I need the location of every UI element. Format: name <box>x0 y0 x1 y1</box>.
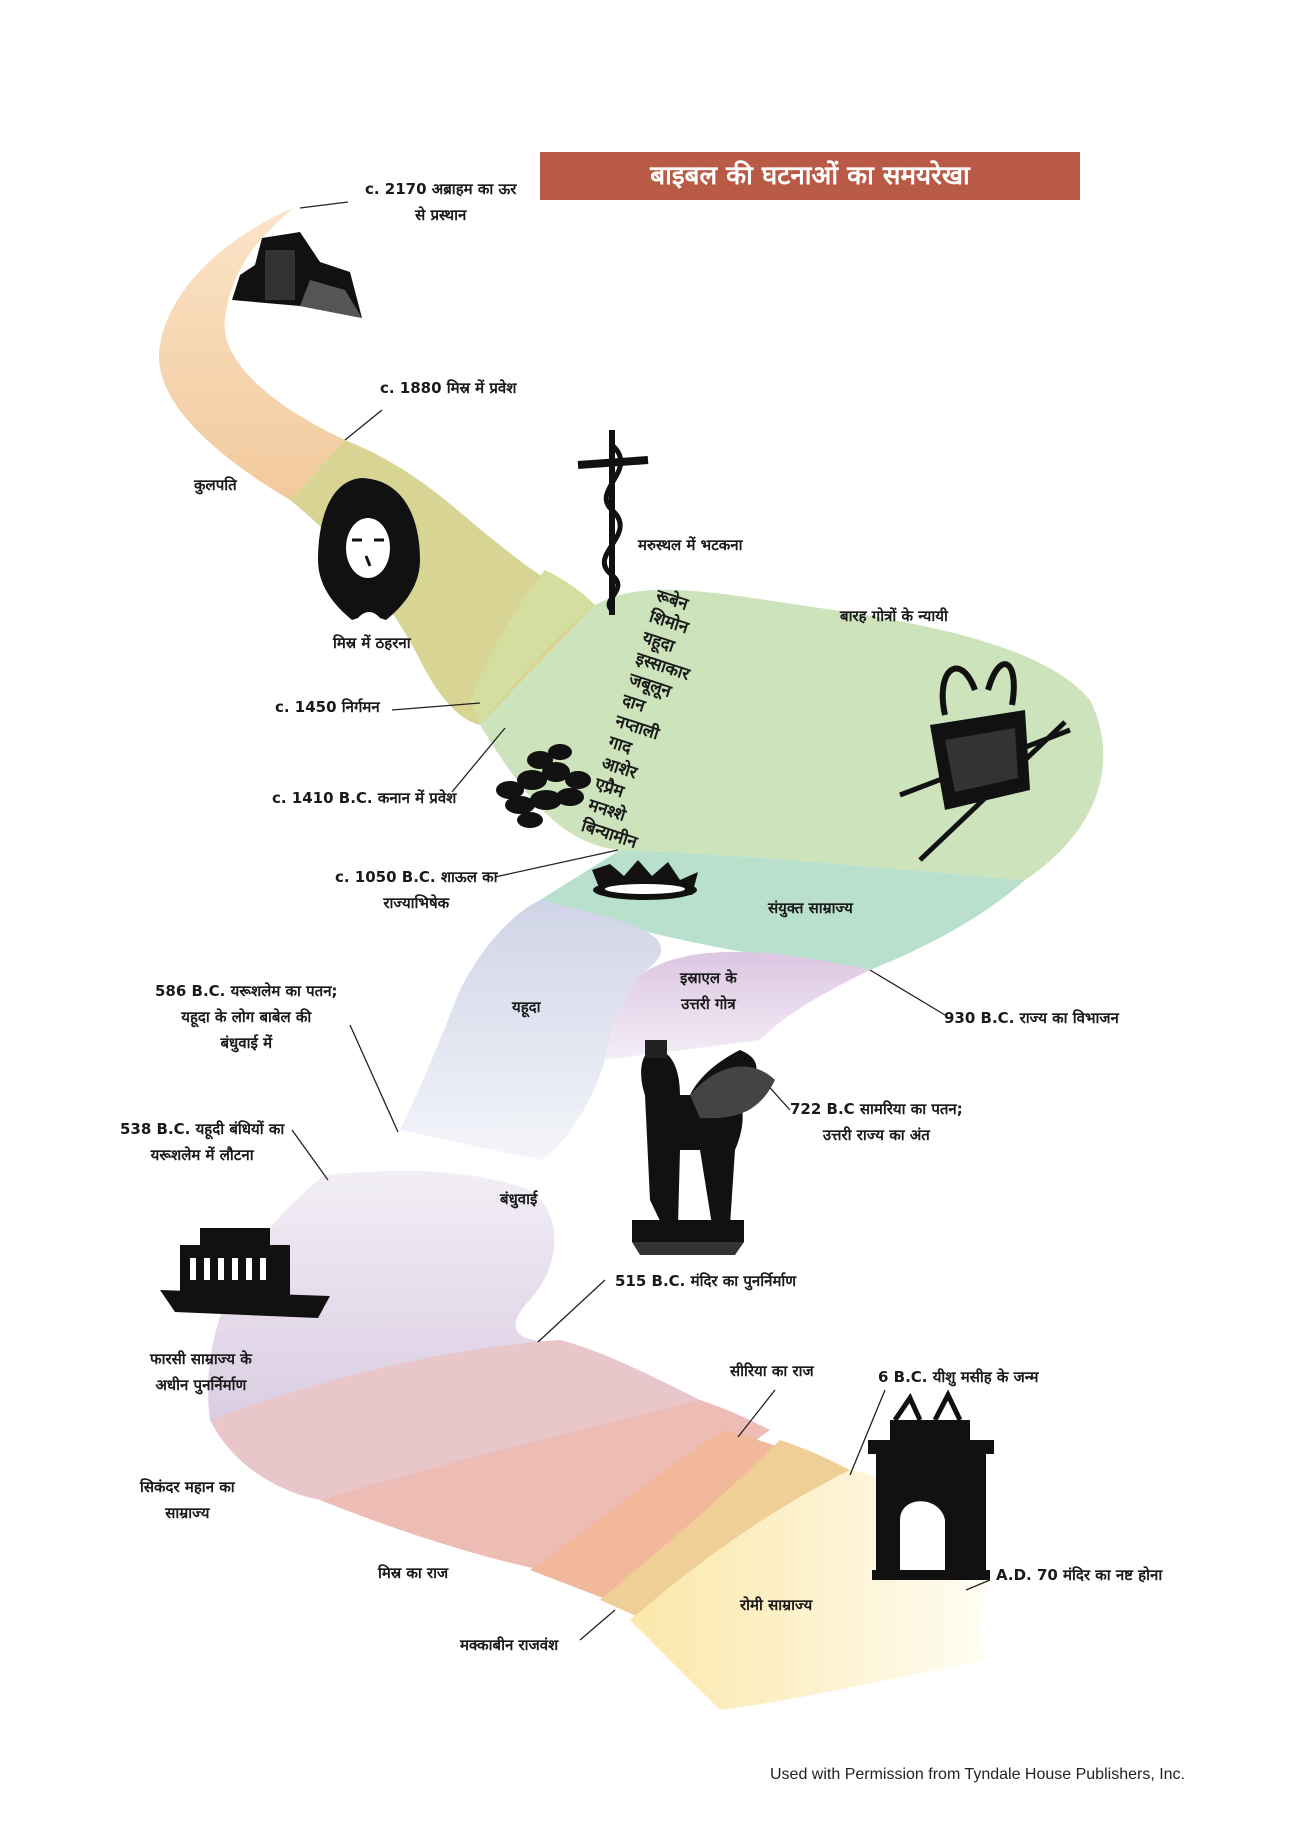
band-persia <box>208 1170 560 1460</box>
period-judah: यहूदा <box>512 998 541 1016</box>
leader-lines <box>291 201 991 1641</box>
period-wandering: मरुस्थल में भटकना <box>638 536 743 554</box>
period-greece: सिकंदर महान का साम्राज्य <box>140 1478 235 1522</box>
event-2170: c. 2170 अब्राहम का ऊर से प्रस्थान <box>365 180 517 224</box>
band-wilderness <box>470 570 595 725</box>
pharaoh-mask-icon <box>318 478 420 620</box>
period-seleucid: सीरिया का राज <box>730 1362 814 1380</box>
period-patriarchs: कुलपति <box>194 476 237 494</box>
event-1880: c. 1880 मिस्र में प्रवेश <box>380 379 517 397</box>
period-rome: रोमी साम्राज्य <box>740 1596 813 1614</box>
event-515: 515 B.C. मंदिर का पुनर्निर्माण <box>615 1272 797 1290</box>
period-persia: फारसी साम्राज्य के अधीन पुनर्निर्माण <box>150 1350 252 1394</box>
page-title: बाइबल की घटनाओं का समयरेखा <box>540 152 1080 200</box>
persian-palace-icon <box>160 1228 330 1318</box>
band-maccabean <box>600 1440 850 1640</box>
event-1450: c. 1450 निर्गमन <box>275 698 380 716</box>
period-maccabean: मक्काबीन राजवंश <box>460 1636 559 1654</box>
event-1410: c. 1410 B.C. कनान में प्रवेश <box>272 789 457 807</box>
band-seleucid <box>530 1430 810 1620</box>
event-ad70: A.D. 70 मंदिर का नष्ट होना <box>996 1566 1163 1584</box>
event-538: 538 B.C. यहूदी बंधियों का यरूशलेम में लौट… <box>120 1120 285 1164</box>
band-judah <box>400 900 662 1160</box>
credit-line: Used with Permission from Tyndale House … <box>770 1766 1185 1783</box>
event-930: 930 B.C. राज्य का विभाजन <box>944 1009 1119 1027</box>
crown-icon <box>592 860 698 900</box>
period-united: संयुक्त साम्राज्य <box>768 899 853 917</box>
band-patriarchs <box>158 207 345 500</box>
event-1050: c. 1050 B.C. शाऊल का राज्याभिषेक <box>335 868 498 912</box>
band-israel <box>605 951 870 1060</box>
band-ptolemy <box>320 1400 770 1580</box>
roman-arch-icon <box>868 1389 994 1580</box>
period-exile: बंधुवाई <box>500 1190 538 1208</box>
ark-of-covenant-icon <box>899 661 1071 862</box>
bronze-serpent-icon <box>577 430 649 615</box>
period-egypt-stay: मिस्र में ठहरना <box>333 634 411 652</box>
period-israel: इस्राएल के उत्तरी गोत्र <box>680 969 737 1013</box>
ziggurat-icon <box>232 232 362 318</box>
winged-bull-icon <box>632 1040 775 1255</box>
period-judges: बारह गोत्रों के न्यायी <box>840 607 948 625</box>
event-6bc: 6 B.C. यीशु मसीह के जन्म <box>878 1368 1039 1386</box>
manna-stones-icon <box>496 744 591 828</box>
event-722: 722 B.C सामरिया का पतन; उत्तरी राज्य का अ… <box>790 1100 963 1144</box>
period-ptolemy: मिस्र का राज <box>378 1564 449 1582</box>
event-586: 586 B.C. यरूशलेम का पतन; यहूदा के लोग बाब… <box>155 982 338 1052</box>
